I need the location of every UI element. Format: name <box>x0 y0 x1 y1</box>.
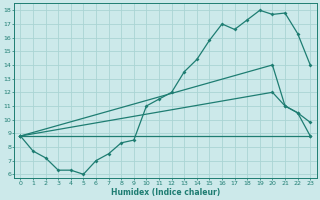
X-axis label: Humidex (Indice chaleur): Humidex (Indice chaleur) <box>111 188 220 197</box>
